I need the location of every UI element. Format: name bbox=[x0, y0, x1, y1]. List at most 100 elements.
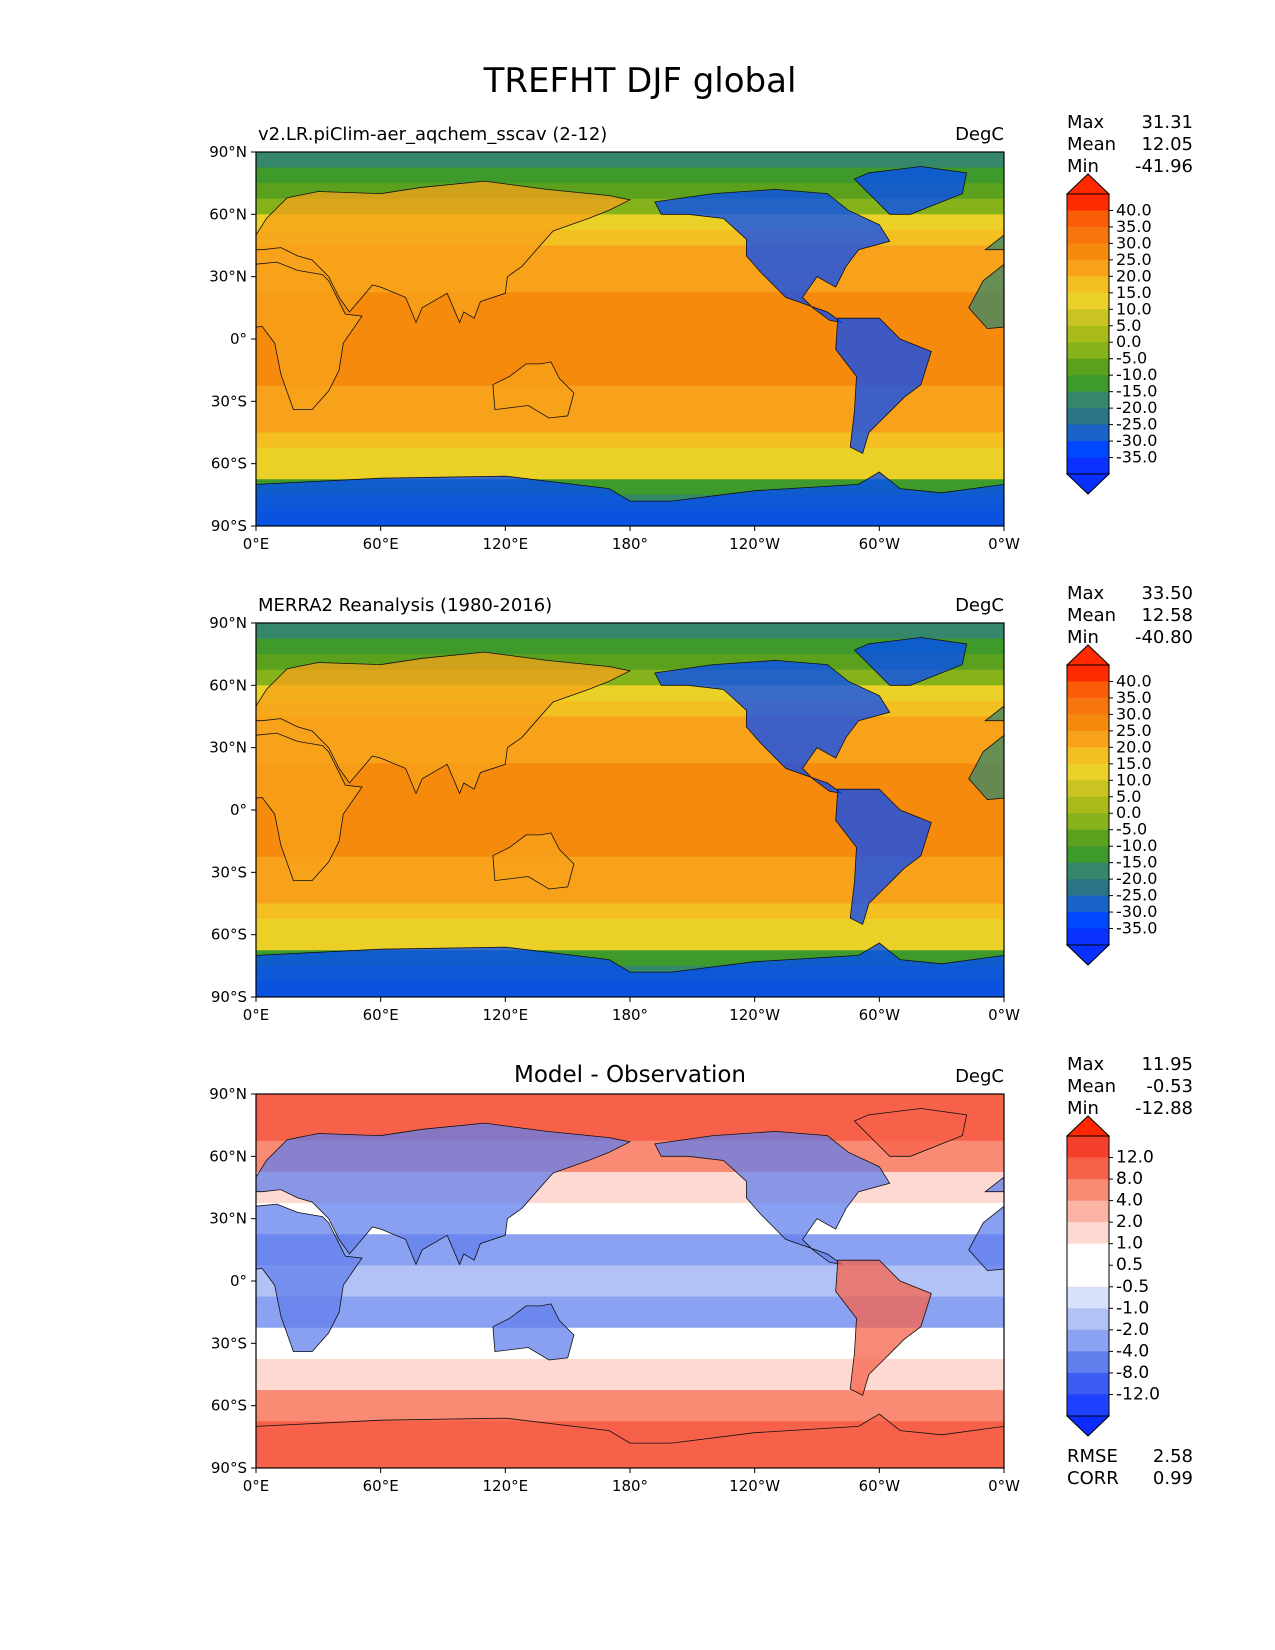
colorbar-swatch bbox=[1067, 1243, 1109, 1266]
field-band bbox=[256, 167, 1004, 184]
x-tick-label: 180° bbox=[612, 1006, 648, 1024]
colorbar-swatch bbox=[1067, 730, 1109, 748]
colorbar-swatch bbox=[1067, 391, 1109, 409]
colorbar-swatch bbox=[1067, 210, 1109, 228]
colorbar-tick-label: 5.0 bbox=[1116, 316, 1141, 335]
panel-title-center: Model - Observation bbox=[514, 1062, 746, 1088]
colorbar-tick-label: 4.0 bbox=[1116, 1191, 1143, 1211]
x-tick-label: 60°W bbox=[859, 535, 901, 553]
stat-value: 33.50 bbox=[1141, 583, 1193, 604]
colorbar-tick-label: -0.5 bbox=[1116, 1277, 1149, 1297]
x-tick-label: 120°E bbox=[483, 535, 529, 553]
colorbar-extend-high bbox=[1065, 644, 1111, 666]
colorbar-swatch bbox=[1067, 928, 1109, 946]
field-band bbox=[256, 1296, 1004, 1313]
colorbar-tick-label: -2.0 bbox=[1116, 1320, 1149, 1340]
coastline bbox=[984, 1176, 1004, 1193]
colorbar-tick-label: 25.0 bbox=[1116, 250, 1152, 269]
colorbar-tick-label: 20.0 bbox=[1116, 737, 1152, 756]
y-tick-label: 60°S bbox=[211, 926, 247, 944]
colorbar-tick-label: 0.5 bbox=[1116, 1255, 1143, 1275]
field-band bbox=[256, 794, 1004, 811]
coastline bbox=[492, 1303, 575, 1361]
field-band bbox=[256, 1343, 1004, 1360]
x-tick-label: 180° bbox=[612, 1477, 648, 1495]
field-band bbox=[256, 763, 1004, 780]
colorbar: 40.035.030.025.020.015.010.05.00.0-5.0-1… bbox=[1065, 173, 1157, 495]
colorbar-tick-label: 35.0 bbox=[1116, 217, 1152, 236]
colorbar-tick-label: -15.0 bbox=[1116, 382, 1157, 401]
map-field bbox=[256, 152, 1004, 526]
coastline bbox=[984, 705, 1004, 722]
field-band bbox=[256, 638, 1004, 655]
stat-label: Min bbox=[1067, 1098, 1099, 1119]
coastline bbox=[853, 637, 968, 686]
colorbar-tick-label: -5.0 bbox=[1116, 349, 1147, 368]
colorbar-swatch bbox=[1067, 1157, 1109, 1180]
field-band bbox=[256, 872, 1004, 889]
y-tick-label: 60°S bbox=[211, 1397, 247, 1415]
coastline bbox=[968, 1205, 1004, 1272]
colorbar-extend-low bbox=[1065, 944, 1111, 966]
y-tick-label: 60°N bbox=[209, 676, 247, 694]
colorbar-tick-label: 15.0 bbox=[1116, 283, 1152, 302]
panel-3: Model - Observation DegC 0°E 60°E 120°E 180° 1… bbox=[209, 1054, 1193, 1495]
x-tick-label: 120°W bbox=[729, 1006, 780, 1024]
colorbar-tick-label: -30.0 bbox=[1116, 431, 1157, 450]
colorbar-swatch bbox=[1067, 1308, 1109, 1331]
colorbar-swatch bbox=[1067, 829, 1109, 847]
y-tick-label: 0° bbox=[230, 330, 247, 348]
x-tick-label: 0°W bbox=[988, 535, 1020, 553]
colorbar-tick-label: -20.0 bbox=[1116, 869, 1157, 888]
colorbar-swatch bbox=[1067, 862, 1109, 880]
stat-value: -40.80 bbox=[1135, 627, 1193, 648]
field-band bbox=[256, 463, 1004, 480]
colorbar-tick-label: -35.0 bbox=[1116, 448, 1157, 467]
colorbar-swatch bbox=[1067, 1200, 1109, 1223]
colorbar: 40.035.030.025.020.015.010.05.00.0-5.0-1… bbox=[1065, 644, 1157, 966]
colorbar-swatch bbox=[1067, 747, 1109, 765]
colorbar-tick-label: -20.0 bbox=[1116, 398, 1157, 417]
y-tick-label: 90°N bbox=[209, 614, 247, 632]
colorbar-tick-label: 30.0 bbox=[1116, 704, 1152, 723]
colorbar-tick-label: -10.0 bbox=[1116, 365, 1157, 384]
y-tick-label: 30°S bbox=[211, 392, 247, 410]
colorbar-tick-label: 2.0 bbox=[1116, 1212, 1143, 1232]
coastline bbox=[492, 361, 575, 419]
field-band bbox=[256, 825, 1004, 842]
field-band bbox=[256, 1312, 1004, 1329]
field-band bbox=[256, 152, 1004, 169]
stat-value: -0.53 bbox=[1146, 1076, 1193, 1097]
field-band bbox=[256, 401, 1004, 418]
colorbar-extend-low bbox=[1065, 1415, 1111, 1437]
coastline bbox=[256, 651, 632, 795]
x-tick-label: 120°E bbox=[483, 1006, 529, 1024]
colorbar-tick-label: 8.0 bbox=[1116, 1169, 1143, 1189]
x-tick-label: 120°W bbox=[729, 1477, 780, 1495]
coastline bbox=[256, 261, 363, 410]
x-tick-label: 120°W bbox=[729, 535, 780, 553]
colorbar-tick-label: 20.0 bbox=[1116, 266, 1152, 285]
y-tick-label: 30°N bbox=[209, 268, 247, 286]
coastline bbox=[256, 1203, 363, 1352]
stat-value: -41.96 bbox=[1135, 156, 1193, 177]
field-band bbox=[256, 778, 1004, 796]
colorbar-tick-label: 25.0 bbox=[1116, 721, 1152, 740]
colorbar-tick-label: -30.0 bbox=[1116, 902, 1157, 921]
x-tick-label: 0°E bbox=[243, 1477, 270, 1495]
stat-label: Min bbox=[1067, 156, 1099, 177]
colorbar-swatch bbox=[1067, 259, 1109, 277]
stat-value: 12.05 bbox=[1141, 134, 1193, 155]
colorbar-swatch bbox=[1067, 879, 1109, 897]
colorbar-swatch bbox=[1067, 1372, 1109, 1395]
colorbar-swatch bbox=[1067, 1222, 1109, 1245]
colorbar-swatch bbox=[1067, 813, 1109, 831]
colorbar-swatch bbox=[1067, 1351, 1109, 1374]
field-band bbox=[256, 323, 1004, 340]
colorbar-tick-label: -10.0 bbox=[1116, 836, 1157, 855]
colorbar-tick-label: 10.0 bbox=[1116, 299, 1152, 318]
y-tick-label: 30°N bbox=[209, 739, 247, 757]
colorbar-swatch bbox=[1067, 1136, 1109, 1159]
stat-label: Max bbox=[1067, 112, 1105, 133]
coastline bbox=[835, 788, 932, 925]
